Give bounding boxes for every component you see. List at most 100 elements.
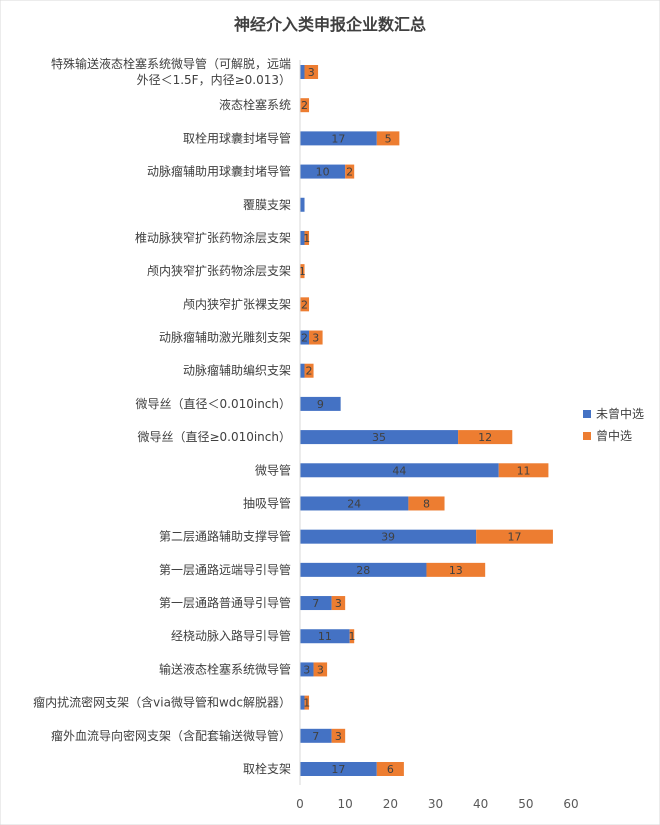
category-label: 第一层通路普通导引导管 [159,595,291,610]
legend-swatch [583,410,591,418]
bar-segment-series-0 [300,330,310,345]
value-label: 8 [423,497,430,510]
bar-segment-series-1 [313,662,328,677]
bar-segment-series-1 [426,562,486,577]
bar-segment-series-1 [331,596,346,611]
bar-segment-series-0 [300,762,377,776]
value-label: 9 [317,398,324,411]
value-label: 6 [387,763,394,776]
value-label: 1 [303,232,310,245]
bar-segment-series-0 [300,695,305,710]
value-label: 5 [385,132,392,145]
bar-segment-series-0 [300,363,305,378]
value-label: 44 [392,464,406,477]
bar-segment-series-1 [345,164,355,179]
value-label: 24 [347,497,361,510]
category-label: 第一层通路远端导引导管 [159,562,291,577]
value-label: 3 [335,730,342,743]
bar-segment-series-1 [498,463,549,478]
category-label: 第二层通路辅助支撑导管 [159,529,291,544]
bar-segment-series-1 [376,762,404,776]
bar-segment-series-1 [300,264,305,279]
bar-segment-series-1 [304,65,319,79]
x-tick-label: 20 [383,797,398,811]
category-label: 微导丝（直径≥0.010inch） [137,430,291,444]
category-label: 特殊输送液态栓塞系统微导管（可解脱，远端 [51,56,291,71]
value-label: 39 [381,531,395,544]
category-label: 抽吸导管 [243,495,291,510]
value-label: 1 [348,630,355,643]
bar-segment-series-1 [408,496,445,511]
bar-segment-series-1 [304,695,310,710]
value-label: 35 [372,431,386,444]
bars-layer [300,65,553,776]
bar-segment-series-0 [300,629,350,644]
chart-title: 神经介入类申报企业数汇总 [234,15,426,34]
bar-segment-series-0 [300,596,332,611]
bar-segment-series-0 [300,396,341,411]
category-label: 取栓支架 [243,761,291,776]
category-label: 椎动脉狭窄扩张药物涂层支架 [135,230,291,245]
category-label: 颅内狭窄扩张裸支架 [183,296,291,311]
bar-segment-series-1 [309,330,323,345]
value-label: 17 [508,531,522,544]
x-tick-label: 50 [518,797,533,811]
value-label: 11 [517,464,531,477]
category-label: 外径＜1.5F，内径≥0.013） [137,73,291,87]
category-label: 动脉瘤辅助编织支架 [183,363,291,378]
x-tick-label: 40 [473,797,488,811]
x-tick-label: 10 [338,797,353,811]
x-axis: 0 10 20 30 40 50 60 [296,60,579,811]
category-label: 颅内狭窄扩张药物涂层支架 [147,263,291,278]
category-label: 动脉瘤辅助用球囊封堵导管 [147,164,291,179]
category-label: 微导管 [255,462,291,477]
bar-segment-series-0 [300,230,305,245]
bar-segment-series-1 [458,430,513,445]
category-label: 经桡动脉入路导引导管 [171,628,291,643]
bar-segment-series-1 [304,363,314,378]
x-tick-label: 0 [296,797,304,811]
value-label: 7 [312,730,319,743]
value-label: 10 [316,166,330,179]
value-label: 11 [318,630,332,643]
value-label: 2 [301,332,308,345]
bar-segment-series-0 [300,662,314,677]
bar-segment-series-0 [300,728,332,743]
bar-segment-series-0 [300,164,346,179]
value-label: 2 [346,166,353,179]
legend-label: 未曾中选 [596,406,644,421]
value-label: 1 [303,697,310,710]
category-label: 液态栓塞系统 [219,97,291,112]
bar-segment-series-0 [300,529,477,544]
value-label: 3 [303,663,310,676]
value-label: 28 [356,564,370,577]
legend-swatch [583,432,591,440]
value-label: 2 [306,365,313,378]
value-label: 1 [299,265,306,278]
category-label: 瘤外血流导向密网支架（含配套输送微导管） [51,728,291,743]
category-label: 微导丝（直径＜0.010inch） [136,397,292,411]
bar-segment-series-1 [476,529,553,544]
value-label: 13 [449,564,463,577]
bar-segment-series-1 [376,131,400,146]
legend-label: 曾中选 [596,428,632,443]
bar-segment-series-1 [349,629,355,644]
category-label: 输送液态栓塞系统微导管 [159,661,291,676]
bar-segment-series-0 [300,197,305,212]
bar-segment-series-0 [300,430,459,445]
value-label: 2 [301,99,308,112]
value-label: 3 [308,66,315,79]
x-tick-label: 30 [428,797,443,811]
bar-segment-series-0 [300,562,427,577]
bar-segment-series-0 [300,496,409,511]
x-tick-label: 60 [563,797,578,811]
value-label: 7 [312,597,319,610]
value-label: 17 [331,763,345,776]
bar-segment-series-1 [300,98,310,113]
category-label: 取栓用球囊封堵导管 [183,130,291,145]
bar-segment-series-0 [300,463,499,478]
